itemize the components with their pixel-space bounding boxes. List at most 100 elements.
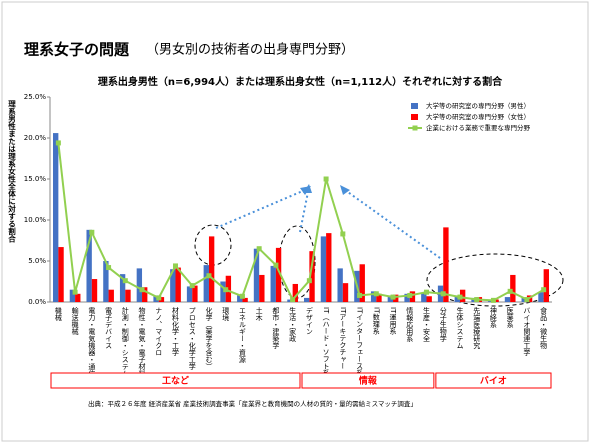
x-tick-label: バイオ関連工学 [523,307,531,356]
group-box [435,372,552,389]
bar [454,295,460,302]
bar [304,297,310,302]
x-tick-label: 生活・家政 [289,306,297,343]
point [474,297,480,303]
bar [53,133,59,302]
point [541,287,547,293]
point [524,297,530,303]
x-tick-label: 土木 [255,306,263,322]
legend-label: 大学等の研究室の専門分野（女性） [426,112,530,121]
point [323,176,329,182]
bar [192,285,198,302]
x-tick-label: 都市・建築学 [272,307,280,349]
point [239,293,245,299]
arrows [215,189,441,259]
point [457,294,463,300]
bar [292,283,298,302]
bar [186,286,193,302]
bar [270,265,276,302]
x-tick-label: 機械 [54,306,62,322]
y-tick-label: 10.0% [24,216,47,224]
x-tick-label: 物性・電気・電子材料 [138,306,146,378]
point [357,292,363,298]
bar [387,295,394,302]
bar [69,289,76,302]
x-tick-label: 医薬系 [506,307,514,328]
x-tick-label: 食品・微生物 [540,306,548,350]
legend-swatch [411,103,418,109]
legend-label: 企業における業務で重要な専門分野 [426,123,531,132]
bar [153,295,159,302]
legend-label: 大学等の研究室の専門分野（男性） [426,101,530,110]
point [173,263,178,269]
x-tick-label: 生体システム [456,306,464,349]
point [189,283,195,289]
group-label: バイオ [480,376,507,387]
x-tick-label: 化学（薬学を含む） [205,306,213,370]
legend-swatch [412,125,418,131]
x-tick-label: 環境 [222,307,230,322]
point [390,294,396,300]
point [89,229,95,235]
x-tick-label: 情報応用系 [406,306,414,342]
bar [426,296,432,302]
point [424,289,429,295]
x-tick-label: 電力・電気機器・通信系 [88,307,96,384]
point [507,288,513,294]
bar [75,293,81,302]
bar [409,291,416,302]
point [373,291,379,297]
point [273,262,279,268]
y-tick-label: 25.0% [24,93,47,101]
bar [237,295,243,302]
y-tick-label: 20.0% [24,134,47,142]
y-tick-label: 5.0% [28,257,46,265]
subtitle: 理系出身男性（n=6,994人）または理系出身女性（n=1,112人）それぞれに… [98,75,503,88]
x-tick-label: IT運用系 [389,307,397,335]
bar [459,289,466,302]
point [440,291,446,297]
bar [543,269,549,302]
bar [208,236,215,302]
bar [275,247,282,302]
bar [220,281,226,302]
group-box [50,372,301,389]
bar [337,268,343,302]
point [106,265,112,271]
bar [320,236,327,302]
x-tick-label: 分子生物学 [439,306,447,342]
bar [510,274,516,302]
x-tick-label: IT（ハード・ソフト系） [322,307,330,383]
bar [203,265,209,302]
chart-title: 理系女子の問題 [24,41,130,59]
x-tick-label: ナノ、マイクロ [155,307,163,356]
bar [142,287,148,302]
bar [326,233,332,302]
point [122,278,128,284]
bar [158,297,165,302]
bar [170,269,176,302]
bar [521,297,527,302]
bar [538,292,544,302]
point [156,295,162,301]
point [55,140,61,146]
bar [58,247,64,302]
bar [86,229,92,302]
x-tick-label: 神経系 [489,306,497,328]
bar [175,267,181,302]
bar [421,292,427,302]
point [340,231,346,237]
y-tick-label: 15.0% [24,175,47,183]
x-tick-label: 輸送機械 [71,306,79,336]
x-tick-label: 計測・制御・システム系 [121,306,129,384]
x-tick-label: 材料化学・工学 [172,306,180,356]
bar [125,289,131,302]
bar [359,264,365,302]
group-label: 工など [162,375,189,387]
title-note: （男女別の技術者の出身専門分野） [146,42,354,58]
point [223,287,229,293]
point [306,278,312,284]
group-label: 情報 [358,375,378,387]
